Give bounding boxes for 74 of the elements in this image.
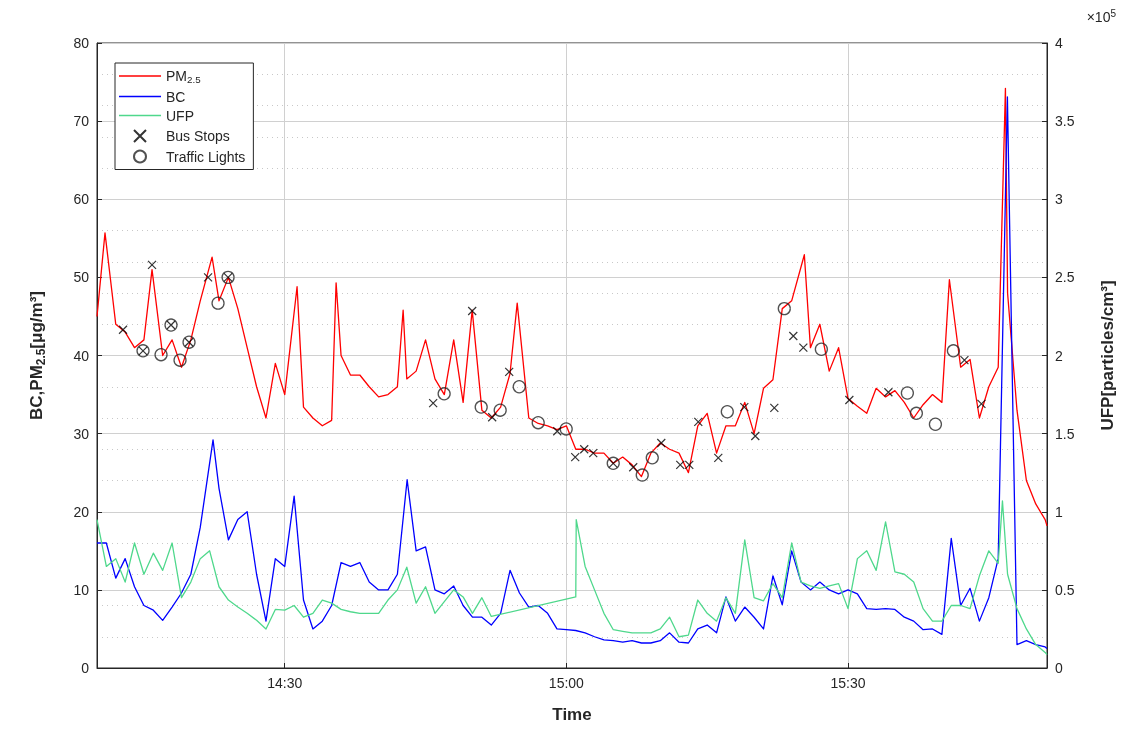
point <box>928 417 943 431</box>
point <box>211 296 225 310</box>
point <box>844 395 854 405</box>
point <box>788 331 798 341</box>
point <box>493 403 507 417</box>
point <box>750 431 760 441</box>
point <box>428 398 438 408</box>
point <box>713 453 723 463</box>
y2-tick-label: 0.5 <box>1055 581 1075 598</box>
y2-tick-label: 3.5 <box>1055 113 1075 130</box>
x-axis-title: Time <box>552 705 592 724</box>
point <box>900 386 915 400</box>
point <box>883 387 893 397</box>
point <box>739 402 749 412</box>
point <box>203 272 213 282</box>
y2-tick-label: 1 <box>1055 503 1063 520</box>
point <box>959 355 970 365</box>
y2-tick-label: 0 <box>1055 660 1063 676</box>
y2-tick-label: 2.5 <box>1055 269 1075 286</box>
point <box>684 460 694 470</box>
point <box>798 343 808 353</box>
point <box>909 406 924 420</box>
point <box>976 399 987 409</box>
point <box>173 353 187 367</box>
y2-tick-label: 3 <box>1055 191 1063 208</box>
point <box>645 451 659 465</box>
legend-label: BC <box>166 88 186 105</box>
point <box>512 380 526 394</box>
y-tick-label: 20 <box>73 503 90 520</box>
y-tick-label: 80 <box>73 35 90 51</box>
point <box>437 387 451 401</box>
point <box>693 417 703 427</box>
point <box>777 301 791 316</box>
point <box>147 260 157 270</box>
point <box>656 438 666 448</box>
y2-axis-title: UFP[particles/cm³] <box>1098 280 1117 431</box>
point <box>814 342 829 356</box>
point <box>570 452 580 462</box>
y-tick-label: 0 <box>81 660 90 676</box>
point <box>720 405 734 419</box>
point <box>154 348 168 362</box>
line-series <box>96 87 1048 527</box>
legend-label: Bus Stops <box>166 128 230 144</box>
point <box>467 306 477 316</box>
point <box>474 400 488 414</box>
point <box>559 422 573 436</box>
point <box>588 448 598 458</box>
y-tick-label: 50 <box>73 269 90 286</box>
x-tick-label: 15:00 <box>548 675 585 691</box>
y-tick-label: 30 <box>73 425 90 442</box>
y-tick-label: 70 <box>73 113 90 130</box>
point <box>675 460 685 470</box>
y2-tick-label: 4 <box>1055 35 1063 51</box>
point <box>628 462 638 472</box>
point <box>487 412 497 422</box>
line-series <box>96 500 1048 656</box>
y-tick-label: 60 <box>73 191 90 208</box>
point <box>531 416 545 430</box>
y-axis-title: BC,PM2.5[μg/m³] <box>27 291 48 420</box>
legend-label: Traffic Lights <box>166 148 246 165</box>
point <box>769 403 779 413</box>
x-tick-label: 15:30 <box>830 675 866 691</box>
point <box>579 444 589 454</box>
point <box>552 426 562 436</box>
y-tick-label: 10 <box>73 581 90 598</box>
y2-tick-label: 1.5 <box>1055 425 1075 442</box>
y2-tick-label: 2 <box>1055 347 1063 364</box>
point <box>118 325 128 335</box>
y-tick-label: 40 <box>73 347 90 364</box>
legend-label: UFP <box>166 107 194 124</box>
point <box>635 468 649 482</box>
point <box>946 344 961 358</box>
x-tick-label: 14:30 <box>267 675 303 691</box>
point <box>504 367 514 377</box>
